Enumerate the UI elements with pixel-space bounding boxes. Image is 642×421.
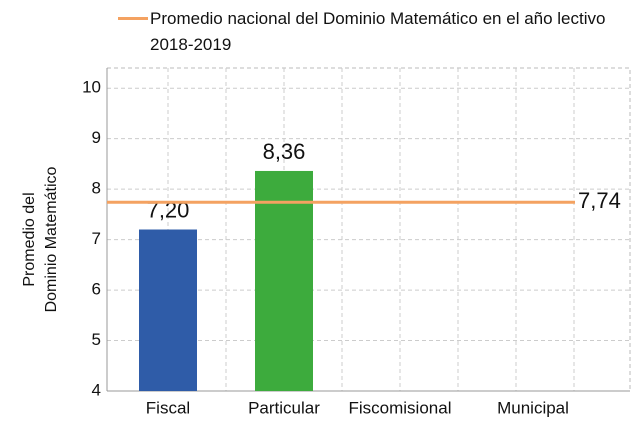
y-tick-label: 5 (92, 330, 101, 349)
x-tick-label: Particular (248, 398, 320, 417)
legend-text: Promedio nacional del Dominio Matemático… (150, 9, 606, 54)
value-label: 8,36 (263, 139, 306, 164)
x-tick-label: Municipal (497, 398, 569, 417)
y-axis-label: Promedio del (21, 192, 38, 286)
bar (255, 170, 313, 391)
bar (139, 229, 197, 391)
y-tick-label: 6 (92, 280, 101, 299)
y-tick-label: 9 (92, 128, 101, 147)
y-tick-label: 8 (92, 179, 101, 198)
y-tick-label: 7 (92, 229, 101, 248)
y-tick-label: 10 (82, 78, 101, 97)
x-tick-label: Fiscomisional (349, 398, 452, 417)
x-tick-label: Fiscal (146, 398, 190, 417)
y-tick-label: 4 (92, 380, 101, 399)
y-axis-label: Dominio Matemático (43, 166, 60, 312)
reference-label: 7,74 (578, 188, 621, 213)
legend-swatch (118, 17, 148, 20)
